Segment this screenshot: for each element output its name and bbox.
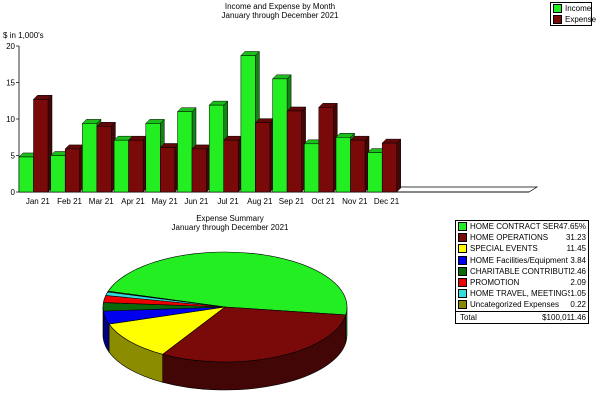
legend-swatch (458, 255, 467, 265)
x-tick-label: Nov 21 (342, 197, 368, 206)
pie-top (102, 251, 348, 363)
x-tick-label: Mar 21 (89, 197, 114, 206)
x-tick-label: Jan 21 (26, 197, 51, 206)
legend-label: SPECIAL EVENTS (470, 244, 538, 254)
legend-value: 11.45 (566, 244, 586, 254)
legend-value: 3.84 (570, 255, 586, 265)
income-expense-bar-chart: Income and Expense by Month January thro… (3, 2, 539, 206)
y-tick-label: 10 (6, 115, 15, 124)
legend-label: HOME OPERATIONS (470, 233, 549, 243)
x-tick-label: Jul 21 (217, 197, 239, 206)
legend-item: Uncategorized Expenses 0.22 (456, 299, 588, 310)
bar-chart-title: Income and Expense by Month (225, 2, 335, 11)
legend-item: SPECIAL EVENTS 11.45 (456, 243, 588, 254)
expense-legend: HOME CONTRACT SERVICES 47.65% HOME OPERA… (455, 220, 589, 324)
legend-swatch (458, 278, 467, 288)
legend-label-income: Income (565, 4, 592, 13)
legend-swatch (458, 289, 467, 299)
pie-chart-subtitle: January through December 2021 (172, 223, 290, 232)
legend-value: 2.46 (570, 266, 586, 276)
bar-expense-10 (318, 102, 338, 193)
bar-expense-7 (223, 135, 243, 193)
legend-swatch-income (553, 4, 562, 13)
x-tick-label: Apr 21 (121, 197, 145, 206)
legend-item: PROMOTION 2.09 (456, 277, 588, 288)
legend-item: HOME Facilities/Equipment 3.84 (456, 255, 588, 266)
x-tick-label: Dec 21 (374, 197, 400, 206)
legend-value: 47.65% (558, 222, 586, 232)
legend-item-expense: Expense (551, 14, 596, 25)
legend-label: Uncategorized Expenses (470, 300, 559, 310)
legend-label: CHARITABLE CONTRIBUTIONS (470, 266, 570, 276)
total-label: Total (460, 312, 477, 322)
x-tick-labels: Jan 21 Feb 21 Mar 21 Apr 21 May 21 Jun 21 Jul … (26, 197, 400, 206)
bars (18, 50, 402, 193)
legend-item: CHARITABLE CONTRIBUTIONS 2.46 (456, 266, 588, 277)
legend-value: 2.09 (570, 278, 586, 288)
legend-label: HOME CONTRACT SERVICES (470, 222, 559, 232)
legend-label: HOME Facilities/Equipment (470, 255, 568, 265)
legend-swatch (458, 244, 467, 254)
bar-expense-12 (381, 138, 402, 193)
legend-total: Total $100,011.46 (456, 310, 588, 323)
bar-expense-2 (64, 144, 85, 193)
pie-slice-8 (107, 290, 226, 308)
legend-value: 0.22 (570, 300, 586, 310)
legend-item: HOME TRAVEL, MEETINGS 1.05 (456, 288, 588, 299)
bar-chart-subtitle: January through December 2021 (222, 11, 340, 20)
pie-slice-2 (162, 306, 347, 363)
legend-item: HOME OPERATIONS 31.23 (456, 232, 588, 243)
bar-expense-5 (159, 142, 180, 193)
legend-item: HOME CONTRACT SERVICES 47.65% (456, 221, 588, 232)
x-tick-label: Oct 21 (311, 197, 335, 206)
legend-swatch (458, 233, 467, 243)
expense-summary-pie-chart: Expense Summary January through December… (102, 214, 348, 391)
bar-expense-3 (96, 121, 117, 193)
legend-swatch (458, 222, 467, 232)
y-tick-label: 20 (6, 42, 15, 51)
y-axis-label: $ in 1,000's (3, 31, 44, 40)
bar-legend: Income Expense (550, 2, 596, 26)
x-tick-label: Aug 21 (247, 197, 273, 206)
legend-value: 31.23 (565, 233, 586, 243)
legend-label: PROMOTION (470, 278, 520, 288)
y-tick-labels: 0 5 10 15 20 (6, 42, 19, 197)
bar-expense-9 (286, 106, 307, 193)
bar-expense-4 (127, 135, 148, 193)
x-tick-label: Feb 21 (57, 197, 82, 206)
legend-label: HOME TRAVEL, MEETINGS (470, 289, 571, 299)
pie-slice-3 (108, 306, 226, 355)
bar-expense-8 (254, 118, 275, 193)
bar-expense-1 (32, 94, 53, 193)
legend-item-income: Income (551, 3, 591, 14)
x-tick-label: Jun 21 (184, 197, 209, 206)
legend-swatch (458, 266, 467, 276)
legend-label-expense: Expense (565, 15, 597, 24)
legend-swatch-expense (553, 15, 562, 24)
x-tick-label: May 21 (152, 197, 179, 206)
y-tick-label: 0 (11, 188, 16, 197)
legend-value: 1.05 (570, 289, 586, 299)
bar-expense-11 (349, 135, 370, 193)
y-tick-label: 5 (11, 152, 16, 161)
bar-expense-6 (191, 144, 212, 193)
pie-sides (102, 306, 348, 391)
legend-swatch (458, 300, 467, 310)
x-tick-label: Sep 21 (279, 197, 305, 206)
pie-chart-title: Expense Summary (196, 214, 264, 223)
y-tick-label: 15 (6, 79, 15, 88)
total-value: $100,011.46 (542, 312, 586, 322)
